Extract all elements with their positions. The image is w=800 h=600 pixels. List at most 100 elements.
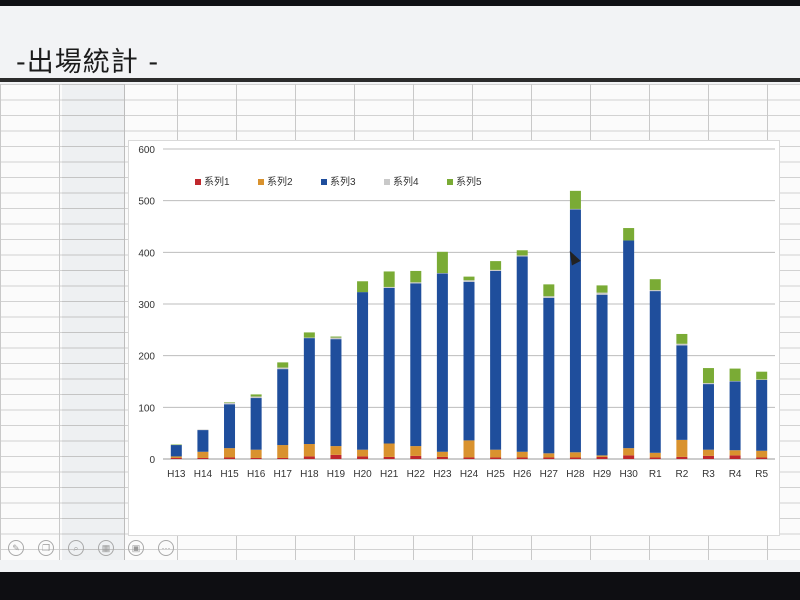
bar-segment[interactable] bbox=[197, 429, 209, 431]
bar-segment[interactable] bbox=[490, 457, 502, 459]
bar-segment[interactable] bbox=[303, 337, 315, 339]
bar-segment[interactable] bbox=[649, 457, 661, 459]
bar-segment[interactable] bbox=[250, 449, 262, 458]
bar-segment[interactable] bbox=[436, 251, 448, 273]
bar-segment[interactable] bbox=[596, 292, 608, 295]
search-icon[interactable]: ⌕ bbox=[68, 540, 84, 556]
bar-segment[interactable] bbox=[623, 228, 635, 241]
bar-segment[interactable] bbox=[357, 449, 369, 457]
bar-segment[interactable] bbox=[729, 381, 741, 451]
bar-segment[interactable] bbox=[543, 284, 555, 297]
bar-segment[interactable] bbox=[490, 270, 502, 450]
bar-segment[interactable] bbox=[623, 455, 635, 459]
bar-segment[interactable] bbox=[756, 450, 768, 458]
bar-segment[interactable] bbox=[543, 297, 555, 454]
bar-segment[interactable] bbox=[569, 457, 581, 459]
bar-segment[interactable] bbox=[410, 455, 422, 459]
bar-segment[interactable] bbox=[250, 457, 262, 459]
bar-segment[interactable] bbox=[436, 273, 448, 274]
bar-segment[interactable] bbox=[490, 261, 502, 270]
bar-segment[interactable] bbox=[224, 448, 236, 458]
bar-segment[interactable] bbox=[676, 333, 688, 344]
bar-segment[interactable] bbox=[436, 273, 448, 452]
bar-segment[interactable] bbox=[383, 456, 395, 459]
bar-segment[interactable] bbox=[330, 336, 342, 338]
bar-segment[interactable] bbox=[463, 457, 475, 459]
bar-segment[interactable] bbox=[383, 443, 395, 457]
bar-segment[interactable] bbox=[649, 452, 661, 458]
bar-segment[interactable] bbox=[250, 398, 262, 450]
bar-segment[interactable] bbox=[702, 449, 714, 456]
bar-segment[interactable] bbox=[463, 281, 475, 441]
bar-segment[interactable] bbox=[277, 369, 289, 446]
bar-segment[interactable] bbox=[543, 457, 555, 459]
bar-segment[interactable] bbox=[224, 457, 236, 459]
bar-segment[interactable] bbox=[277, 362, 289, 368]
bar-segment[interactable] bbox=[463, 280, 475, 282]
bar-segment[interactable] bbox=[702, 455, 714, 459]
bar-segment[interactable] bbox=[277, 367, 289, 370]
bar-segment[interactable] bbox=[250, 394, 262, 397]
bar-segment[interactable] bbox=[756, 371, 768, 380]
bar-segment[interactable] bbox=[596, 294, 608, 456]
bar-segment[interactable] bbox=[596, 455, 608, 457]
bar-segment[interactable] bbox=[516, 256, 528, 452]
bar-segment[interactable] bbox=[357, 281, 369, 293]
bar-segment[interactable] bbox=[436, 451, 448, 457]
bar-segment[interactable] bbox=[330, 337, 342, 340]
bar-segment[interactable] bbox=[170, 456, 182, 458]
bar-segment[interactable] bbox=[516, 255, 528, 257]
bar-segment[interactable] bbox=[596, 456, 608, 459]
bar-segment[interactable] bbox=[490, 269, 502, 271]
bar-segment[interactable] bbox=[676, 345, 688, 440]
bar-segment[interactable] bbox=[569, 209, 581, 453]
bar-segment[interactable] bbox=[197, 430, 209, 452]
chart-area[interactable]: 0 100 200 300 400 500 600 H13 H14 H15 H16 H17 H18 H19… bbox=[128, 140, 780, 536]
bar-segment[interactable] bbox=[729, 455, 741, 459]
bar-segment[interactable] bbox=[224, 402, 236, 403]
bar-segment[interactable] bbox=[303, 456, 315, 459]
bar-segment[interactable] bbox=[410, 283, 422, 447]
bar-segment[interactable] bbox=[303, 332, 315, 338]
bar-segment[interactable] bbox=[436, 456, 448, 459]
bar-segment[interactable] bbox=[383, 287, 395, 444]
bar-segment[interactable] bbox=[756, 457, 768, 459]
bar-segment[interactable] bbox=[756, 379, 768, 380]
bar-segment[interactable] bbox=[729, 380, 741, 382]
bar-segment[interactable] bbox=[410, 282, 422, 284]
bar-segment[interactable] bbox=[357, 292, 369, 450]
bar-segment[interactable] bbox=[303, 338, 315, 445]
bar-segment[interactable] bbox=[543, 296, 555, 298]
row-header-column[interactable] bbox=[62, 84, 125, 560]
bar-segment[interactable] bbox=[197, 457, 209, 459]
bar-segment[interactable] bbox=[702, 384, 714, 450]
bar-segment[interactable] bbox=[463, 440, 475, 458]
bar-segment[interactable] bbox=[410, 270, 422, 283]
bar-segment[interactable] bbox=[330, 446, 342, 455]
bar-segment[interactable] bbox=[569, 190, 581, 209]
bar-segment[interactable] bbox=[516, 250, 528, 256]
bar-segment[interactable] bbox=[463, 276, 475, 281]
bar-segment[interactable] bbox=[410, 446, 422, 456]
bar-segment[interactable] bbox=[543, 453, 555, 458]
bar-segment[interactable] bbox=[357, 456, 369, 459]
bar-segment[interactable] bbox=[649, 291, 661, 453]
bar-segment[interactable] bbox=[330, 339, 342, 447]
copy-icon[interactable]: ❐ bbox=[38, 540, 54, 556]
bar-segment[interactable] bbox=[170, 457, 182, 459]
bar-segment[interactable] bbox=[623, 240, 635, 449]
grid-icon[interactable]: ▦ bbox=[98, 540, 114, 556]
bar-segment[interactable] bbox=[197, 451, 209, 458]
bar-segment[interactable] bbox=[516, 457, 528, 459]
pen-icon[interactable]: ✎ bbox=[8, 540, 24, 556]
bar-segment[interactable] bbox=[702, 368, 714, 384]
bar-segment[interactable] bbox=[303, 444, 315, 457]
bar-segment[interactable] bbox=[330, 454, 342, 459]
bar-segment[interactable] bbox=[676, 439, 688, 457]
bar-segment[interactable] bbox=[277, 445, 289, 458]
bar-segment[interactable] bbox=[170, 445, 182, 457]
bar-segment[interactable] bbox=[383, 286, 395, 288]
bar-segment[interactable] bbox=[224, 404, 236, 449]
bar-segment[interactable] bbox=[596, 285, 608, 293]
bar-segment[interactable] bbox=[224, 402, 236, 405]
